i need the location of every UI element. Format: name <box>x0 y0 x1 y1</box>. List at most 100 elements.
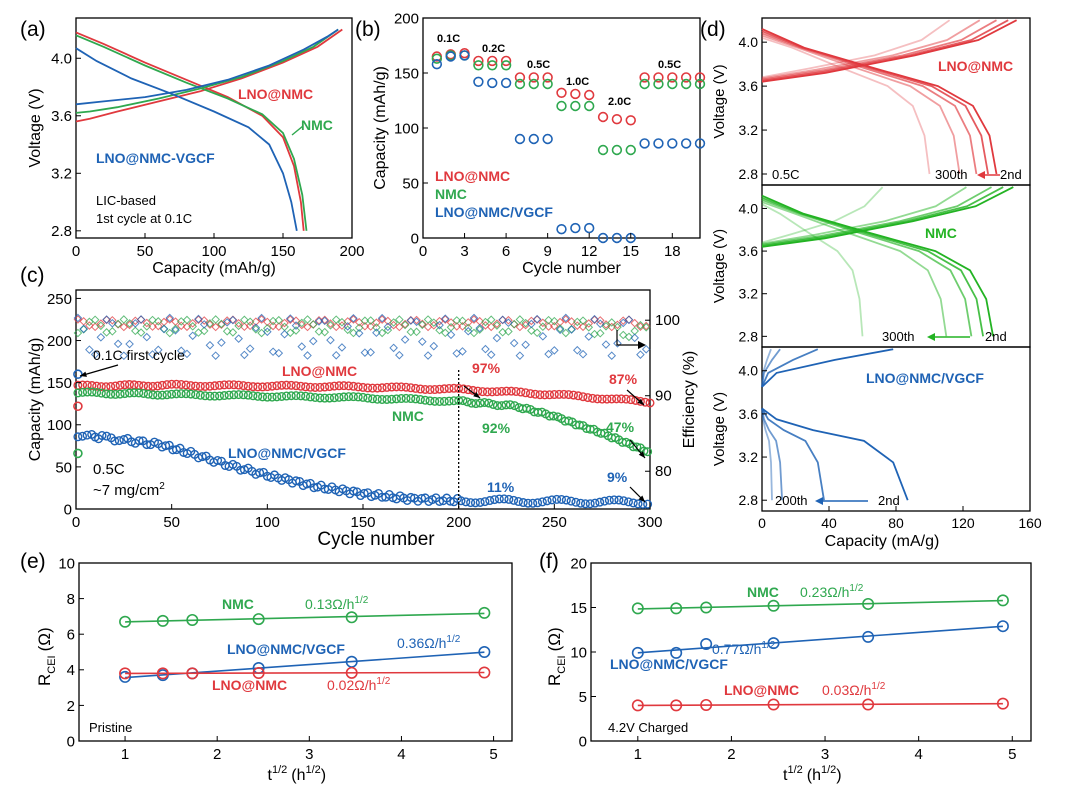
panel-c-capacity-point-1 <box>396 394 406 404</box>
panel-c-capacity-point-2 <box>197 452 207 462</box>
panel-b-rate-label: 1.0C <box>566 76 589 88</box>
panel-f-ytick-label: 15 <box>570 600 587 617</box>
panel-c-capacity-point-0 <box>110 381 120 391</box>
panel-c-capacity-point-0 <box>439 384 449 394</box>
panel-b-point-0 <box>694 72 706 83</box>
panel-b-rate-label: 0.2C <box>482 43 505 55</box>
panel-c-capacity-point-2 <box>595 497 605 507</box>
panel-c-capacity-point-0 <box>205 381 215 391</box>
panel-a-charge-curve-2 <box>75 28 339 106</box>
panel-c-efficiency-point-1 <box>395 315 404 324</box>
panel-a-xtick-label: 0 <box>72 243 80 260</box>
panel-c-capacity-point-1 <box>501 400 511 410</box>
panel-c-efficiency-point-2 <box>337 343 347 352</box>
panel-c-capacity-point-1 <box>348 392 358 402</box>
panel-c-efficiency-point-2 <box>222 318 232 327</box>
panel-c-efficiency-point-1 <box>308 320 318 329</box>
panel-c-efficiency-point-2 <box>136 315 146 324</box>
panel-f-label-2: LNO@NMC <box>724 682 799 698</box>
panel-c-capacity-point-0 <box>291 381 301 391</box>
panel-c-efficiency-point-1 <box>211 315 220 324</box>
panel-b-ytick-label: 50 <box>402 175 419 192</box>
panel-b-ylabel: Capacity (mAh/g) <box>372 66 389 190</box>
panel-c-ytick-label: 0 <box>64 501 72 518</box>
panel-c-capacity-point-1 <box>124 388 134 398</box>
panel-c-efficiency-axis-indicator-head <box>638 341 646 349</box>
panel-e-ytick-label: 8 <box>67 591 75 608</box>
panel-c-efficiency-point-1 <box>544 315 553 325</box>
panel-a-label-lno: LNO@NMC <box>238 86 313 102</box>
panel-d-charge-curve-0 <box>761 19 951 79</box>
panel-f-xtick-label: 2 <box>727 746 735 763</box>
panel-c-capacity-point-1 <box>510 401 520 411</box>
panel-c-efficiency-point-0 <box>337 321 347 330</box>
panel-c-first-cycle-point <box>73 401 83 412</box>
panel-d-from-1: 300th <box>882 329 915 344</box>
panel-b-point-2 <box>459 50 470 61</box>
panel-c-capacity-point-2 <box>348 486 358 496</box>
panel-c-efficiency-point-2 <box>73 313 83 323</box>
panel-c-efficiency-point-1 <box>245 317 255 327</box>
panel-c-efficiency-point-2 <box>555 325 565 335</box>
panel-f-point-2 <box>631 699 644 712</box>
panel-d-from-2: 200th <box>775 493 808 508</box>
panel-c-capacity-point-0 <box>387 382 397 392</box>
panel-c-capacity-point-0 <box>411 383 421 393</box>
panel-e-xlabel-unit-sup: 1/2 <box>305 764 320 776</box>
panel-c-efficiency-point-2 <box>613 339 622 348</box>
panel-e-point-1 <box>478 645 491 658</box>
panel-c-efficiency-point-1 <box>377 328 387 338</box>
panel-c-efficiency-point-1 <box>188 322 198 331</box>
panel-d-label-1: NMC <box>925 225 957 241</box>
panel-c-capacity-point-1 <box>479 398 489 408</box>
panel-e-slope-sup-0: 1/2 <box>354 595 368 606</box>
panel-c-capacity-point-1 <box>153 390 163 400</box>
panel-c-efficiency-point-2 <box>131 319 140 328</box>
panel-c-efficiency-axis-indicator <box>616 330 640 346</box>
panel-c-capacity-point-0 <box>243 381 253 391</box>
panel-a-xlabel: Capacity (mAh/g) <box>152 260 276 277</box>
panel-c-capacity-point-2 <box>359 488 369 498</box>
panel-c-efficiency-point-2 <box>418 337 427 346</box>
panel-c-efficiency-point-0 <box>492 319 502 329</box>
panel-c-efficiency-point-2 <box>125 339 134 349</box>
panel-c-efficiency-point-2 <box>113 339 123 349</box>
panel-c-capacity-point-2 <box>110 436 120 446</box>
panel-e-xtick-label: 3 <box>305 746 313 763</box>
panel-e-point-2 <box>345 666 358 679</box>
panel-c-y2label: Efficiency (%) <box>681 351 698 449</box>
panel-c-capacity-point-2 <box>78 431 88 441</box>
panel-c-efficiency-point-2 <box>481 344 490 354</box>
panel-c-capacity-point-0 <box>115 380 125 390</box>
panel-b-point-0 <box>487 55 498 67</box>
panel-c-efficiency-point-2 <box>199 320 209 329</box>
panel-a-label-vgcf: LNO@NMC-VGCF <box>96 150 215 166</box>
panel-c-capacity-point-0 <box>602 394 612 404</box>
panel-c-capacity-point-0 <box>396 382 406 392</box>
panel-c-capacity-point-0 <box>511 386 521 396</box>
panel-f-label-0: NMC <box>747 584 779 600</box>
panel-c-capacity-point-2 <box>102 431 112 441</box>
panel-c-efficiency-point-2 <box>217 338 226 347</box>
panel-c-capacity-point-2 <box>499 494 509 504</box>
panel-c-capacity-point-0 <box>463 385 473 395</box>
panel-d-discharge-curve-1 <box>761 201 948 337</box>
panel-c-efficiency-point-1 <box>515 315 525 324</box>
panel-d-ytick-label: 2.8 <box>739 328 759 344</box>
panel-c-capacity-point-0 <box>559 389 569 399</box>
panel-d-arrow-head-0 <box>977 171 985 179</box>
panel-c-efficiency-point-1 <box>96 321 106 331</box>
panel-c-capacity-point-0 <box>578 392 588 402</box>
panel-c-capacity-point-1 <box>157 390 167 400</box>
panel-c-efficiency-point-1 <box>251 324 261 334</box>
panel-c-efficiency-point-0 <box>550 321 559 331</box>
panel-d-to-0: 2nd <box>1000 167 1022 182</box>
panel-e-slope-1: 0.36Ω/h1/2 <box>397 634 461 651</box>
panel-d-xtick-label: 0 <box>758 515 766 531</box>
panel-c-efficiency-point-2 <box>171 326 180 335</box>
panel-e-point-0 <box>252 613 265 626</box>
panel-c-capacity-point-0 <box>449 383 459 393</box>
panel-f-xtick-label: 1 <box>634 746 642 763</box>
panel-c-efficiency-point-1 <box>601 321 611 331</box>
panel-e-point-0 <box>478 606 491 619</box>
